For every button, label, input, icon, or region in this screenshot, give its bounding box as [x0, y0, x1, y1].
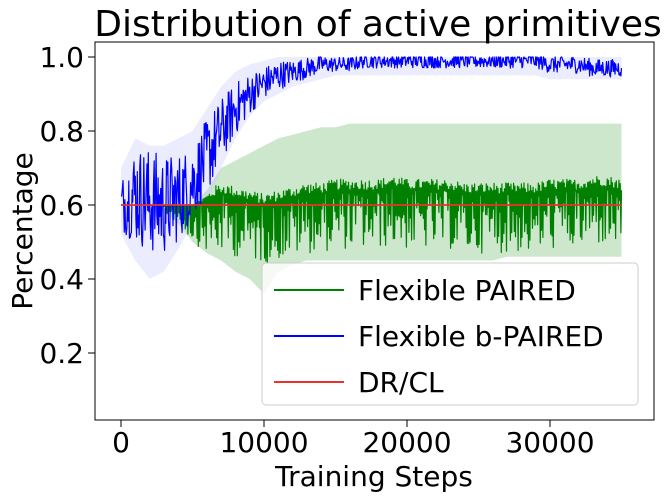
y-tick-label: 0.6 [39, 189, 84, 222]
x-axis-label: Training Steps [274, 460, 473, 493]
y-tick-label: 0.8 [39, 115, 84, 148]
legend-label: Flexible PAIRED [358, 274, 576, 307]
x-tick-label: 0 [112, 426, 130, 459]
legend-label: DR/CL [358, 366, 444, 399]
x-tick-label: 20000 [362, 426, 451, 459]
band-series-2 [121, 57, 622, 279]
line-series-1 [121, 176, 623, 264]
confidence-bands [121, 57, 622, 294]
y-tick-label: 0.4 [39, 263, 84, 296]
y-axis: 0.2 0.4 0.6 0.8 1.0 [39, 41, 95, 370]
chart-title: Distribution of active primitives [94, 4, 662, 45]
legend: Flexible PAIRED Flexible b-PAIRED DR/CL [261, 262, 639, 406]
x-tick-label: 30000 [505, 426, 594, 459]
series-lines [120, 56, 623, 264]
x-tick-label: 10000 [219, 426, 308, 459]
plot-frame [94, 41, 655, 421]
line-series-2 [120, 56, 623, 251]
y-tick-label: 1.0 [39, 41, 84, 74]
x-axis: 0 10000 20000 30000 [112, 420, 595, 459]
y-axis-label: Percentage [6, 152, 39, 310]
y-tick-label: 0.2 [39, 337, 84, 370]
legend-label: Flexible b-PAIRED [358, 320, 604, 353]
legend-box [261, 262, 639, 406]
